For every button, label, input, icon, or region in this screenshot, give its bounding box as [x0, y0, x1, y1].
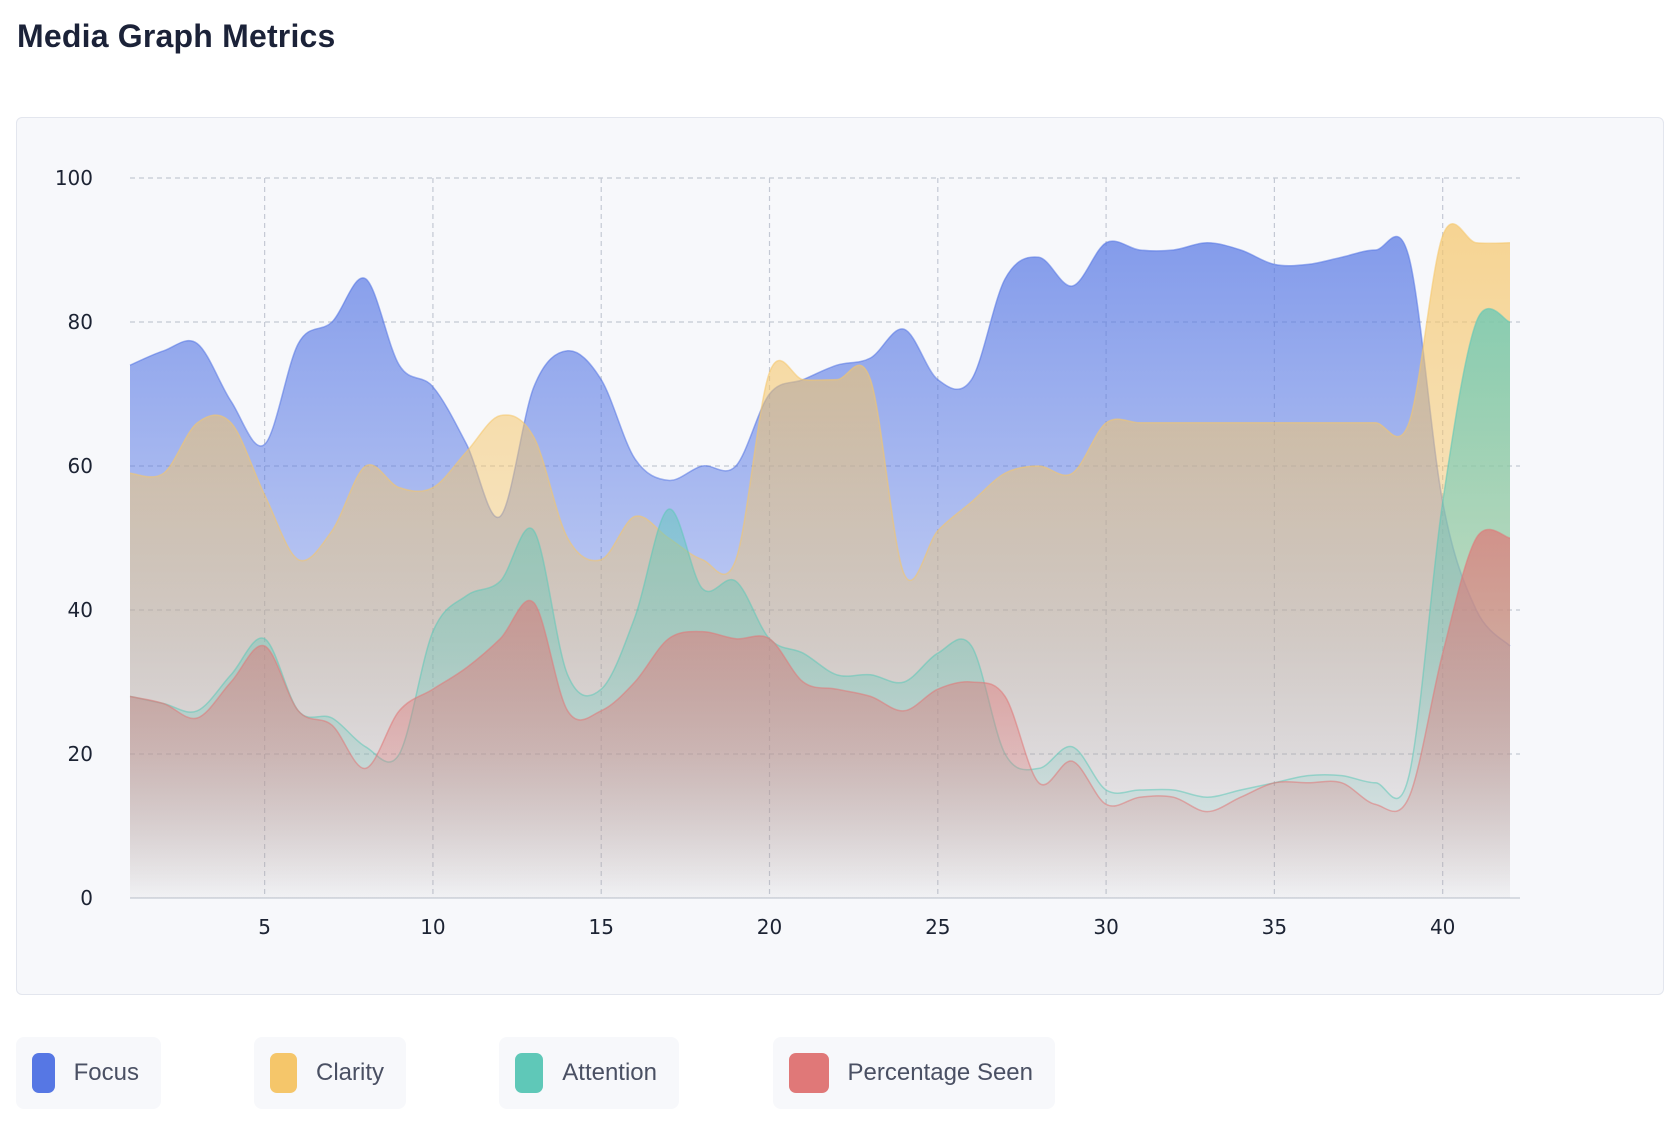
legend-item-focus[interactable]: Focus	[16, 1037, 161, 1109]
series-line-focus	[129, 235, 1511, 647]
x-tick-label: 40	[1430, 915, 1455, 939]
area-chart: 0 20 40 60 80 100 5 10 15 20 25 30 35 40	[55, 166, 1520, 939]
chart-panel: 0 20 40 60 80 100 5 10 15 20 25 30 35 40	[16, 117, 1664, 995]
y-tick-label: 80	[68, 310, 93, 334]
series-areas	[129, 223, 1511, 898]
axes: 0 20 40 60 80 100 5 10 15 20 25 30 35 40	[55, 166, 1456, 939]
x-tick-label: 15	[588, 915, 613, 939]
legend-label-attention: Attention	[562, 1059, 657, 1086]
x-tick-label: 10	[420, 915, 445, 939]
y-tick-label: 0	[80, 886, 93, 910]
x-tick-label: 35	[1262, 915, 1287, 939]
legend-label-percentage-seen: Percentage Seen	[847, 1059, 1033, 1086]
series-line-percentage-seen	[129, 528, 1511, 813]
x-tick-label: 5	[258, 915, 271, 939]
legend-item-clarity[interactable]: Clarity	[254, 1037, 406, 1109]
legend-swatch-attention	[515, 1053, 544, 1093]
series-area-percentage-seen[interactable]	[130, 529, 1510, 898]
legend-swatch-focus	[32, 1053, 55, 1093]
legend-swatch-percentage-seen	[789, 1053, 829, 1093]
y-tick-label: 60	[68, 454, 93, 478]
legend-item-attention[interactable]: Attention	[499, 1037, 679, 1109]
legend-label-clarity: Clarity	[315, 1059, 384, 1086]
x-tick-label: 20	[757, 915, 782, 939]
y-tick-label: 20	[68, 742, 93, 766]
y-tick-label: 100	[55, 166, 93, 190]
y-tick-label: 40	[68, 598, 93, 622]
series-line-clarity	[129, 223, 1511, 582]
legend-swatch-clarity	[270, 1053, 297, 1093]
legend-label-focus: Focus	[73, 1059, 139, 1086]
x-tick-label: 25	[925, 915, 950, 939]
x-tick-label: 30	[1093, 915, 1118, 939]
page-title: Media Graph Metrics	[17, 18, 336, 54]
legend-item-percentage-seen[interactable]: Percentage Seen	[773, 1037, 1055, 1109]
